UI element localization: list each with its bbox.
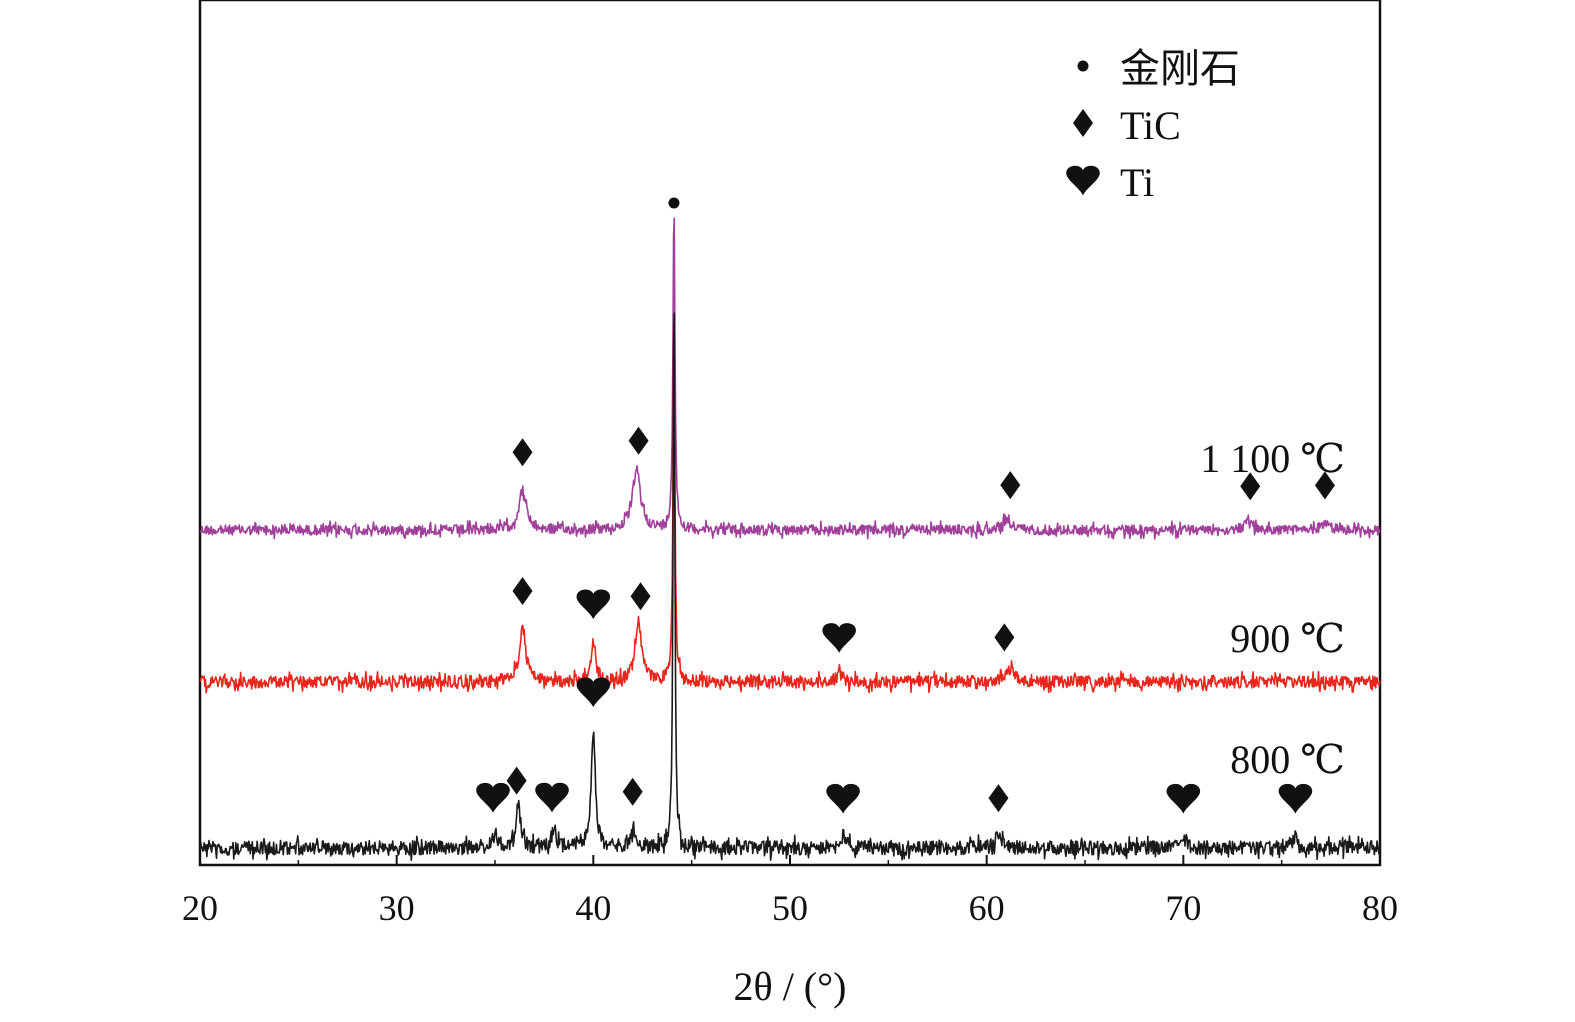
legend-dot-icon	[1077, 60, 1089, 72]
series-3-marker-heart-4	[576, 677, 611, 708]
marker-layer	[476, 197, 1335, 814]
series-3-marker-heart-3	[535, 782, 569, 813]
series-label-layer: 1 100 ℃ 900 ℃ 800 ℃	[1200, 436, 1345, 782]
series-3-marker-heart-1	[476, 782, 510, 813]
diamond-phase-dot-marker-1	[668, 197, 680, 209]
legend-item-1: 金刚石	[1077, 46, 1240, 91]
plot-frame	[198, 0, 1382, 867]
legend-heart-icon	[1066, 165, 1100, 196]
x-tick-label-50: 50	[772, 888, 808, 928]
x-tick-label-60: 60	[969, 888, 1005, 928]
x-tick-label-80: 80	[1362, 888, 1398, 928]
x-tick-label-20: 20	[182, 888, 218, 928]
legend-label-3: Ti	[1120, 160, 1154, 205]
series-1-marker-diamond-1	[512, 438, 533, 467]
series-line-2	[199, 365, 1381, 694]
legend: 金刚石 TiC Ti	[1066, 46, 1240, 205]
series-1-marker-diamond-3	[1000, 471, 1021, 500]
legend-label-2: TiC	[1120, 103, 1181, 148]
series-label-2: 900 ℃	[1230, 616, 1345, 661]
legend-label-1: 金刚石	[1120, 46, 1240, 91]
legend-item-2: TiC	[1073, 103, 1181, 148]
series-3-marker-diamond-5	[622, 777, 643, 806]
x-tick-label-70: 70	[1165, 888, 1201, 928]
series-1-marker-diamond-4	[1240, 472, 1261, 501]
x-axis: 20 30 40 50 60 70 80	[182, 855, 1398, 928]
series-line-1	[199, 217, 1381, 540]
series-2-marker-diamond-1	[512, 577, 533, 606]
series-2-marker-heart-4	[822, 623, 856, 653]
series-line-3	[199, 312, 1381, 862]
legend-diamond-icon	[1073, 109, 1093, 137]
series-3-marker-diamond-7	[988, 784, 1009, 813]
series-2-marker-diamond-5	[994, 623, 1015, 652]
legend-item-3: Ti	[1066, 160, 1154, 205]
series-2-marker-diamond-3	[630, 582, 651, 611]
series-3-marker-heart-6	[826, 783, 860, 814]
x-tick-label-40: 40	[575, 888, 611, 928]
x-tick-label-30: 30	[379, 888, 415, 928]
series-3-marker-heart-8	[1166, 783, 1201, 814]
series-1-marker-diamond-2	[628, 426, 649, 455]
series-2-marker-heart-2	[576, 589, 611, 620]
series-3-marker-heart-9	[1278, 783, 1313, 814]
series-label-3: 800 ℃	[1230, 737, 1345, 782]
series-1-marker-diamond-5	[1314, 471, 1335, 500]
x-axis-title: 2θ / (°)	[734, 964, 847, 1009]
series-3-marker-diamond-2	[506, 766, 527, 795]
series-layer	[199, 217, 1381, 862]
series-label-1: 1 100 ℃	[1200, 436, 1345, 481]
